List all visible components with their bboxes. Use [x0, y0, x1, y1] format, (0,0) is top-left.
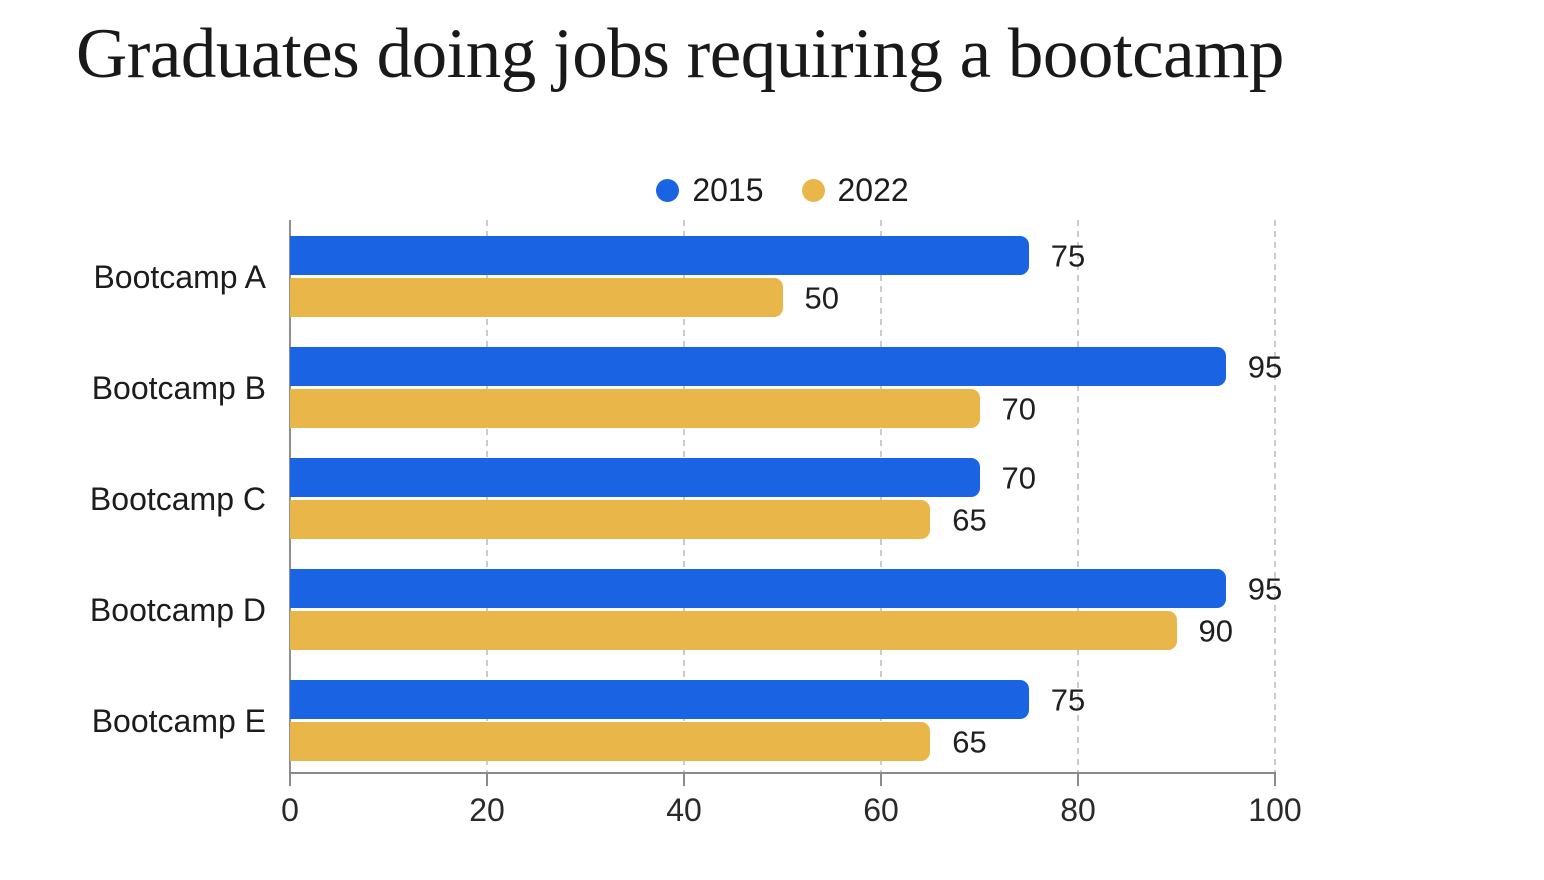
category-label-bootcamp-c: Bootcamp C [89, 480, 266, 517]
legend-item-2015: 2015 [656, 172, 764, 208]
gridline-80 [1077, 220, 1079, 773]
x-axis-line [289, 772, 1276, 774]
legend-dot-icon [801, 178, 825, 202]
x-axis-tick-label-20: 20 [469, 792, 505, 828]
bar-2022-bootcamp-a [290, 278, 783, 317]
value-label-2015-bootcamp-b: 95 [1247, 349, 1283, 384]
legend: 2015 2022 [290, 172, 1275, 208]
bar-2022-bootcamp-e [290, 722, 931, 761]
bar-2015-bootcamp-a [290, 236, 1029, 275]
x-axis-tick-60 [880, 774, 882, 786]
value-label-2022-bootcamp-d: 90 [1198, 613, 1233, 648]
chart-title: Graduates doing jobs requiring a bootcam… [76, 15, 1284, 93]
y-axis-line [289, 220, 291, 776]
x-axis-tick-100 [1274, 774, 1276, 786]
x-axis-tick-0 [289, 774, 291, 786]
category-label-bootcamp-a: Bootcamp A [93, 258, 266, 295]
x-axis-tick-label-80: 80 [1060, 792, 1096, 828]
x-axis-tick-label-100: 100 [1248, 792, 1302, 828]
x-axis-tick-label-40: 40 [666, 792, 702, 828]
value-label-2015-bootcamp-a: 75 [1050, 238, 1086, 273]
bar-2022-bootcamp-c [290, 500, 931, 539]
plot-area: 0 20 40 60 80 100 Bootcamp A 75 50 Bootcamp B 95 7… [90, 220, 1302, 826]
value-label-2022-bootcamp-a: 50 [804, 280, 839, 315]
bar-2015-bootcamp-d [290, 569, 1226, 608]
x-axis-tick-40 [683, 774, 685, 786]
value-label-2022-bootcamp-e: 65 [952, 724, 987, 759]
x-axis-tick-label-60: 60 [863, 792, 899, 828]
bar-2015-bootcamp-c [290, 458, 980, 497]
category-label-bootcamp-b: Bootcamp B [91, 369, 266, 406]
value-label-2015-bootcamp-e: 75 [1050, 682, 1086, 717]
legend-dot-icon [656, 178, 680, 202]
value-label-2015-bootcamp-c: 70 [1001, 460, 1036, 495]
gridline-100 [1274, 220, 1276, 773]
x-axis-tick-20 [486, 774, 488, 786]
value-label-2022-bootcamp-c: 65 [952, 502, 987, 537]
x-axis-tick-label-0: 0 [281, 792, 299, 828]
bar-2015-bootcamp-b [290, 347, 1226, 386]
legend-label: 2022 [837, 172, 909, 208]
legend-item-2022: 2022 [801, 172, 909, 208]
bar-2022-bootcamp-b [290, 389, 980, 428]
category-label-bootcamp-d: Bootcamp D [89, 591, 266, 628]
category-label-bootcamp-e: Bootcamp E [91, 702, 266, 739]
value-label-2022-bootcamp-b: 70 [1001, 391, 1036, 426]
x-axis-tick-80 [1077, 774, 1079, 786]
bar-2015-bootcamp-e [290, 680, 1029, 719]
value-label-2015-bootcamp-d: 95 [1247, 571, 1283, 606]
bar-2022-bootcamp-d [290, 611, 1177, 650]
legend-label: 2015 [692, 172, 764, 208]
